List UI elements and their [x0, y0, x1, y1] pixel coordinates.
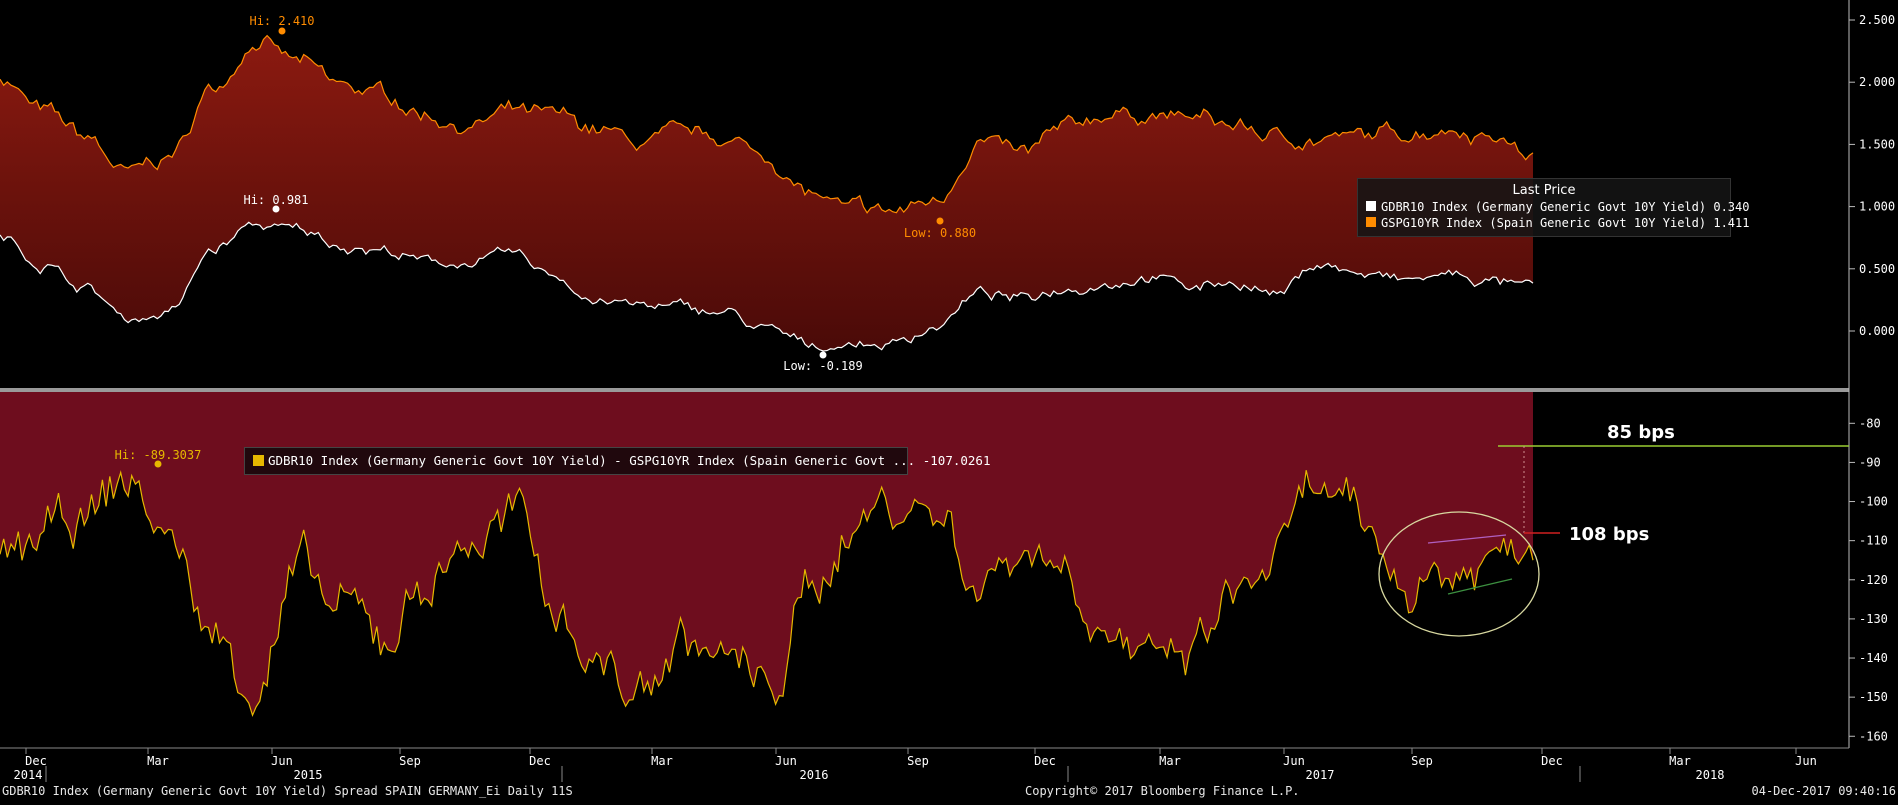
footer-copyright: Copyright© 2017 Bloomberg Finance L.P. — [1025, 784, 1300, 798]
current-108bps-label: 108 bps — [1569, 524, 1649, 545]
upper-y-tick-label: 0.000 — [1859, 324, 1895, 338]
spread-line — [0, 470, 1534, 718]
spain-yield-line — [0, 34, 1534, 214]
x-month-label: Mar — [1159, 754, 1181, 768]
spread-swatch — [253, 455, 264, 466]
upper-y-tick-label: 2.500 — [1859, 13, 1895, 27]
channel-bottom-line — [1447, 578, 1513, 595]
spain-swatch — [1366, 217, 1376, 227]
x-year-label: 2016 — [800, 768, 829, 782]
spain-low-marker — [936, 217, 944, 225]
channel-top-line — [1427, 534, 1507, 544]
germany-low-label: Low: -0.189 — [783, 359, 862, 373]
x-month-label: Sep — [907, 754, 929, 768]
top-legend-item-spain: GSPG10YR Index (Spain Generic Govt 10Y Y… — [1358, 215, 1749, 231]
lower-y-tick-label: -130 — [1859, 612, 1888, 626]
spread-hi-marker — [154, 460, 162, 468]
x-year-label: 2014 — [14, 768, 43, 782]
lower-y-tick-label: -100 — [1859, 495, 1888, 509]
x-month-label: Mar — [651, 754, 673, 768]
spain-hi-marker — [278, 27, 286, 35]
x-month-label: Dec — [1541, 754, 1563, 768]
spread-fill-lower — [0, 392, 1533, 716]
spain-hi-label: Hi: 2.410 — [249, 14, 314, 28]
target-85bps-label: 85 bps — [1607, 422, 1675, 443]
x-month-label: Dec — [529, 754, 551, 768]
upper-y-tick-label: 2.000 — [1859, 75, 1895, 89]
upper-y-tick-label: 0.500 — [1859, 262, 1895, 276]
lower-y-tick-label: -120 — [1859, 573, 1888, 587]
footer-left: GDBR10 Index (Germany Generic Govt 10Y Y… — [2, 784, 573, 798]
lower-y-tick-label: -140 — [1859, 651, 1888, 665]
x-month-label: Jun — [775, 754, 797, 768]
x-month-label: Dec — [25, 754, 47, 768]
x-month-label: Dec — [1034, 754, 1056, 768]
spain-legend-label: GSPG10YR Index (Spain Generic Govt 10Y Y… — [1381, 216, 1707, 230]
footer-bar: GDBR10 Index (Germany Generic Govt 10Y Y… — [0, 782, 1898, 801]
spread-legend-label: GDBR10 Index (Germany Generic Govt 10Y Y… — [268, 453, 916, 468]
lower-y-tick-label: -90 — [1859, 455, 1881, 469]
lower-y-tick-label: -160 — [1859, 729, 1888, 743]
germany-legend-value: 0.340 — [1713, 200, 1750, 214]
x-month-label: Sep — [1411, 754, 1433, 768]
top-legend: Last Price GDBR10 Index (Germany Generic… — [1357, 178, 1749, 237]
germany-hi-marker — [272, 205, 280, 213]
spain-legend-value: 1.411 — [1713, 216, 1750, 230]
x-year-label: 2018 — [1696, 768, 1725, 782]
x-month-label: Jun — [1795, 754, 1817, 768]
x-year-label: 2015 — [294, 768, 323, 782]
consolidation-ellipse — [1378, 511, 1540, 637]
top-legend-title: Last Price — [1512, 183, 1576, 198]
x-month-label: Jun — [1283, 754, 1305, 768]
germany-low-marker — [819, 351, 827, 359]
upper-y-tick-label: 1.000 — [1859, 200, 1895, 214]
germany-yield-line — [0, 221, 1534, 352]
lower-y-tick-label: -150 — [1859, 690, 1888, 704]
spread-fill-upper — [0, 35, 1533, 351]
spain-low-label: Low: 0.880 — [904, 226, 976, 240]
bottom-legend: GDBR10 Index (Germany Generic Govt 10Y Y… — [244, 447, 990, 475]
footer-timestamp: 04-Dec-2017 09:40:16 — [1751, 784, 1897, 798]
x-month-label: Mar — [1669, 754, 1691, 768]
panel-divider — [0, 388, 1849, 392]
germany-swatch — [1366, 201, 1376, 211]
x-year-label: 2017 — [1306, 768, 1335, 782]
spread-hi-label: Hi: -89.3037 — [115, 448, 202, 462]
top-legend-item-germany: GDBR10 Index (Germany Generic Govt 10Y Y… — [1358, 199, 1749, 215]
lower-y-tick-label: -110 — [1859, 534, 1888, 548]
upper-y-tick-label: 1.500 — [1859, 137, 1895, 151]
x-axis-band — [0, 748, 1898, 782]
x-month-label: Mar — [147, 754, 169, 768]
germany-hi-label: Hi: 0.981 — [243, 193, 308, 207]
spread-legend-value: -107.0261 — [922, 453, 991, 468]
lower-y-tick-label: -80 — [1859, 416, 1881, 430]
x-month-label: Jun — [271, 754, 293, 768]
germany-legend-label: GDBR10 Index (Germany Generic Govt 10Y Y… — [1381, 200, 1707, 214]
x-month-label: Sep — [399, 754, 421, 768]
